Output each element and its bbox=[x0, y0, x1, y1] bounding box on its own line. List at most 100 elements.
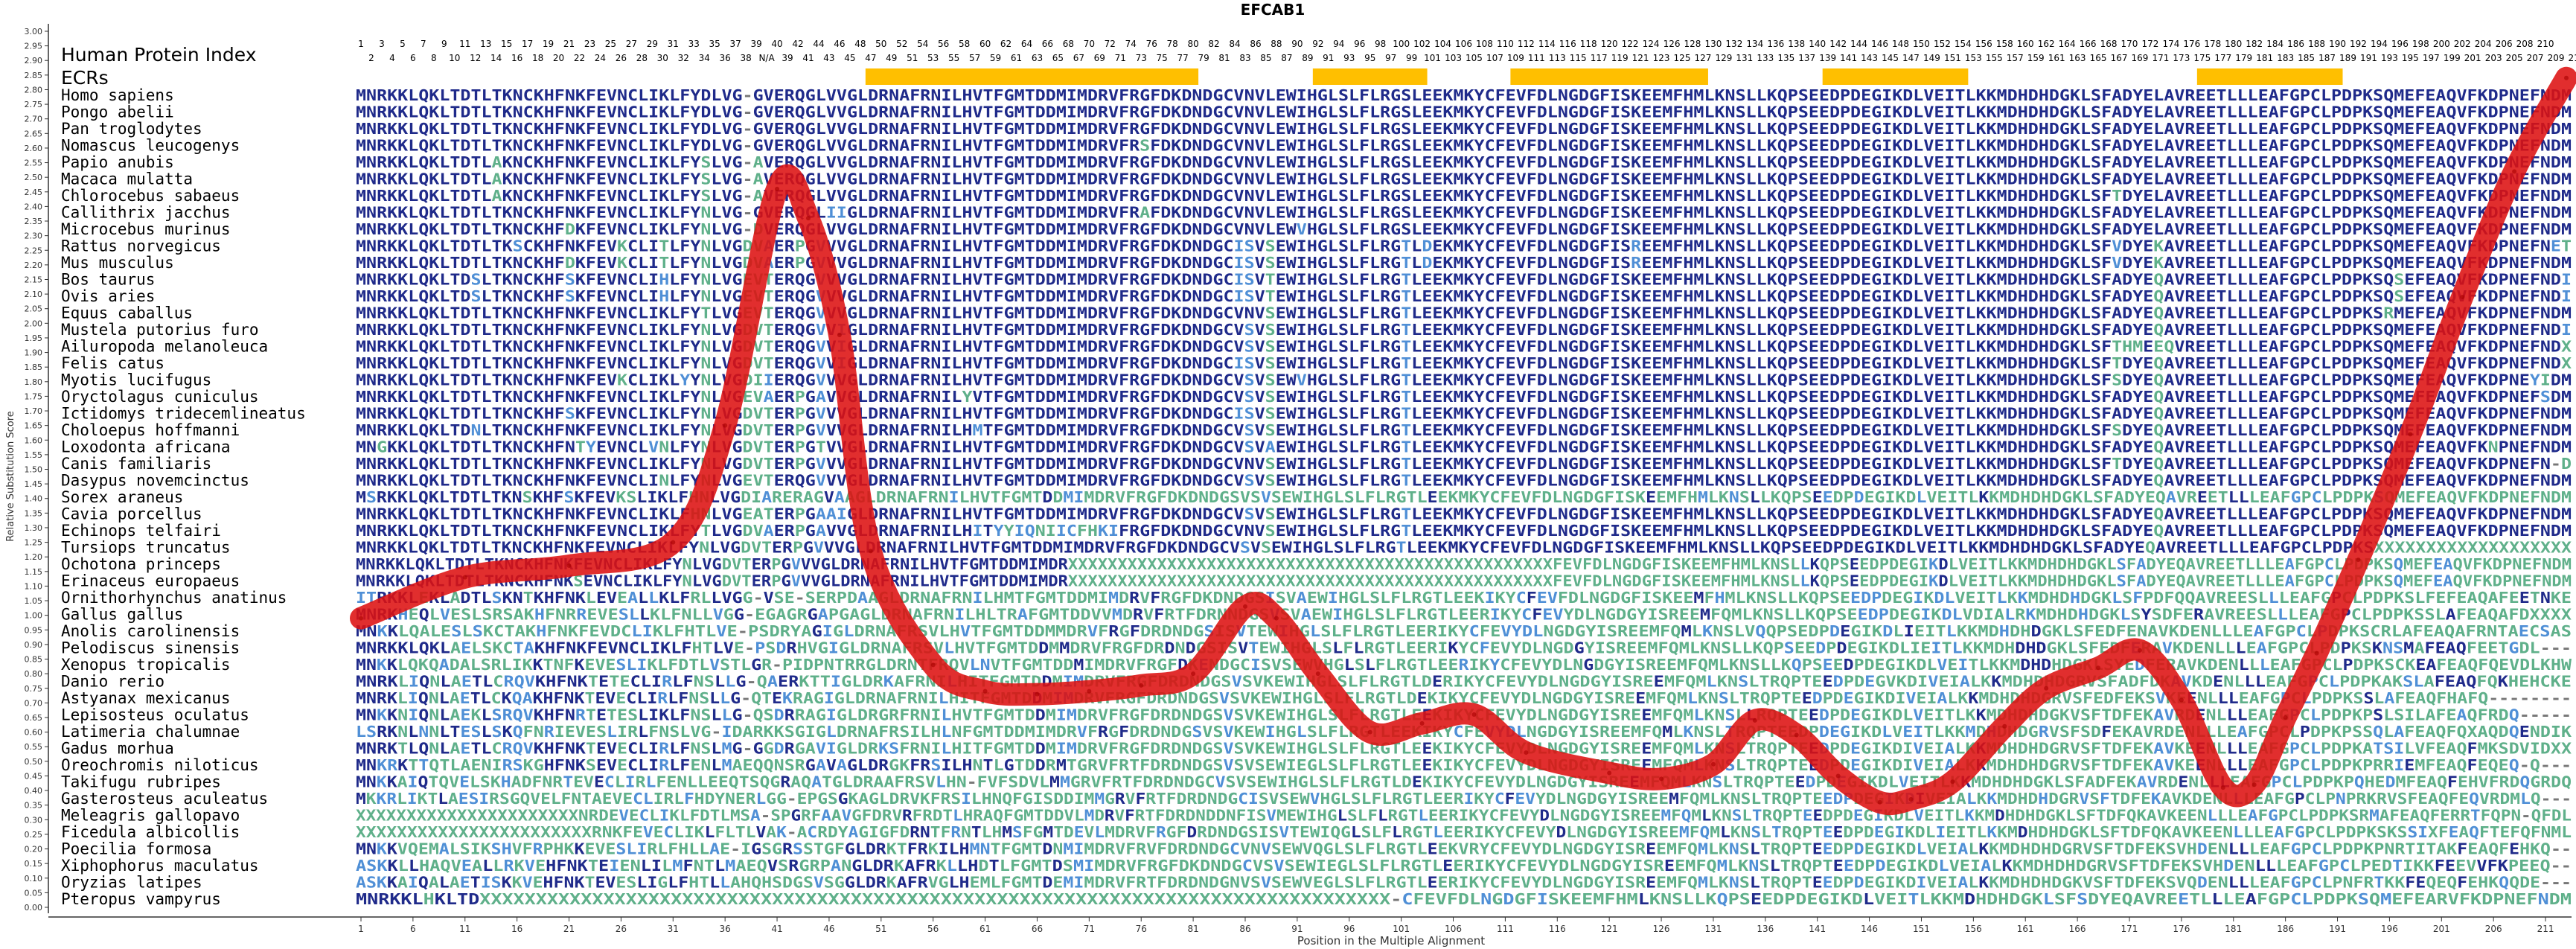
x-tick-label: 136 bbox=[1757, 924, 1774, 934]
human-index-bottom: 183 bbox=[2277, 53, 2294, 63]
species-label: Astyanax mexicanus bbox=[61, 689, 231, 707]
x-tick-label: 56 bbox=[927, 924, 939, 934]
x-tick-label: 201 bbox=[2433, 924, 2450, 934]
human-index-bottom: 139 bbox=[1819, 53, 1836, 63]
ecr-bar bbox=[1510, 68, 1708, 85]
human-index-top: 184 bbox=[2266, 39, 2283, 49]
human-index-bottom: 137 bbox=[1798, 53, 1815, 63]
human-index-top: 17 bbox=[522, 39, 533, 49]
human-index-top: 21 bbox=[563, 39, 575, 49]
y-tick-label: 1.15 bbox=[25, 567, 43, 577]
substitution-curve bbox=[350, 66, 2576, 816]
x-tick-label: 146 bbox=[1861, 924, 1878, 934]
human-index-bottom: 115 bbox=[1570, 53, 1587, 63]
human-index-bottom: 167 bbox=[2111, 53, 2128, 63]
curve-point bbox=[671, 540, 676, 545]
y-tick-label: 3.00 bbox=[25, 27, 43, 36]
human-index-bottom: 199 bbox=[2444, 53, 2461, 63]
x-tick-label: 171 bbox=[2121, 924, 2138, 934]
human-index-bottom: 125 bbox=[1674, 53, 1691, 63]
ecrs-label: ECRs bbox=[61, 67, 109, 89]
human-index-top: 76 bbox=[1146, 39, 1157, 49]
human-index-bottom: 181 bbox=[2256, 53, 2273, 63]
human-index-top: 134 bbox=[1746, 39, 1763, 49]
y-tick-label: 2.50 bbox=[25, 173, 43, 182]
y-tick-label: 0.40 bbox=[25, 786, 43, 796]
species-label: Pteropus vampyrus bbox=[61, 890, 221, 908]
human-index-bottom: 109 bbox=[1507, 53, 1524, 63]
curve-point bbox=[1950, 779, 1955, 785]
human-index-bottom: 95 bbox=[1364, 53, 1375, 63]
y-tick-label: 1.20 bbox=[25, 552, 43, 562]
curve-point bbox=[1710, 761, 1716, 767]
species-label: Choloepus hoffmanni bbox=[61, 421, 240, 439]
human-index-bottom: 10 bbox=[449, 53, 460, 63]
human-index-top: 5 bbox=[400, 39, 406, 49]
human-index-top: 13 bbox=[480, 39, 491, 49]
ecr-bar bbox=[2196, 68, 2343, 85]
curve-point bbox=[1035, 691, 1040, 697]
curve-point bbox=[2408, 432, 2413, 437]
human-index-bottom: 191 bbox=[2360, 53, 2377, 63]
human-index-top: 190 bbox=[2329, 39, 2346, 49]
y-tick-label: 1.95 bbox=[25, 333, 43, 343]
sequence-row: MNRKKLQKLTDTLTKNCKHFNKFEVNCLIKLFYNLVGDVT… bbox=[356, 338, 2572, 356]
human-index-top: 40 bbox=[771, 39, 782, 49]
y-tick-label: 1.05 bbox=[25, 596, 43, 606]
human-index-bottom: 171 bbox=[2152, 53, 2169, 63]
x-tick-label: 91 bbox=[1291, 924, 1303, 934]
human-index-bottom: 53 bbox=[927, 53, 939, 63]
human-index-top: 194 bbox=[2371, 39, 2388, 49]
human-index-top: 70 bbox=[1084, 39, 1095, 49]
human-index-top: 44 bbox=[813, 39, 824, 49]
x-tick-label: 36 bbox=[720, 924, 731, 934]
human-index-top: 162 bbox=[2038, 39, 2055, 49]
human-index-top: 154 bbox=[1955, 39, 1972, 49]
curve-point bbox=[775, 186, 780, 191]
human-index-top: 116 bbox=[1559, 39, 1576, 49]
alignment-header: Human Protein Index ECRs bbox=[61, 44, 257, 89]
sequence-row: MNRKKLQKLTDTLTKNCKHFNKFEVKCLIKLYYNLVGDII… bbox=[356, 371, 2572, 389]
x-tick-label: 161 bbox=[2017, 924, 2034, 934]
human-index-top: 178 bbox=[2204, 39, 2221, 49]
human-index-top: 64 bbox=[1021, 39, 1032, 49]
curve-point bbox=[1607, 770, 1612, 776]
human-index-top: 86 bbox=[1250, 39, 1261, 49]
human-index-bottom: 135 bbox=[1777, 53, 1794, 63]
x-tick-label: 61 bbox=[979, 924, 991, 934]
human-index-bottom: 203 bbox=[2485, 53, 2502, 63]
sequence-row: ASKKAIQALAETISKKVEHFNKTEVESLIGLFHTLLAHQH… bbox=[356, 874, 2572, 892]
x-tick-label: 196 bbox=[2381, 924, 2398, 934]
human-index-bottom: 107 bbox=[1486, 53, 1503, 63]
curve-point bbox=[1191, 671, 1196, 677]
species-label: Ochotona princeps bbox=[61, 555, 221, 573]
sequence-row: MNRKKLQKLTDTLTKNCKHFNKSEVNCLIKLFYNLVGDVT… bbox=[356, 572, 2572, 590]
human-index-bottom: 141 bbox=[1840, 53, 1857, 63]
curve-point bbox=[1087, 688, 1092, 694]
curve-point bbox=[1524, 750, 1529, 755]
human-index-bottom: 129 bbox=[1715, 53, 1732, 63]
curve-point bbox=[1315, 671, 1320, 677]
human-index-top: 136 bbox=[1767, 39, 1784, 49]
curve-point bbox=[1242, 604, 1247, 609]
human-index-top: 3 bbox=[379, 39, 385, 49]
human-index-bottom: 51 bbox=[907, 53, 918, 63]
curve-point bbox=[805, 216, 811, 221]
y-tick-label: 2.20 bbox=[25, 261, 43, 270]
y-tick-label: 0.50 bbox=[25, 757, 43, 767]
human-index-bottom: 175 bbox=[2193, 53, 2211, 63]
human-index-bottom: 173 bbox=[2173, 53, 2190, 63]
sequence-row: MNRKKLQKLTDTLTKNCKHFNKFEVNCLIKLFYDLVG-GV… bbox=[356, 103, 2572, 121]
human-index-top: 100 bbox=[1393, 39, 1410, 49]
human-index-top: 37 bbox=[730, 39, 741, 49]
sequence-row: MNKKAIQTQVELSKHADFNRTEVECLIRLFENLLEEQTSQ… bbox=[356, 773, 2572, 791]
human-index-bottom: 59 bbox=[990, 53, 1001, 63]
x-tick-label: 81 bbox=[1187, 924, 1198, 934]
species-label: Macaca mulatta bbox=[61, 170, 193, 188]
y-tick-label: 2.30 bbox=[25, 231, 43, 241]
species-label: Oryzias latipes bbox=[61, 874, 202, 892]
y-tick-label: 0.20 bbox=[25, 845, 43, 854]
human-index-top: 108 bbox=[1476, 39, 1493, 49]
human-index-bottom: 207 bbox=[2527, 53, 2544, 63]
